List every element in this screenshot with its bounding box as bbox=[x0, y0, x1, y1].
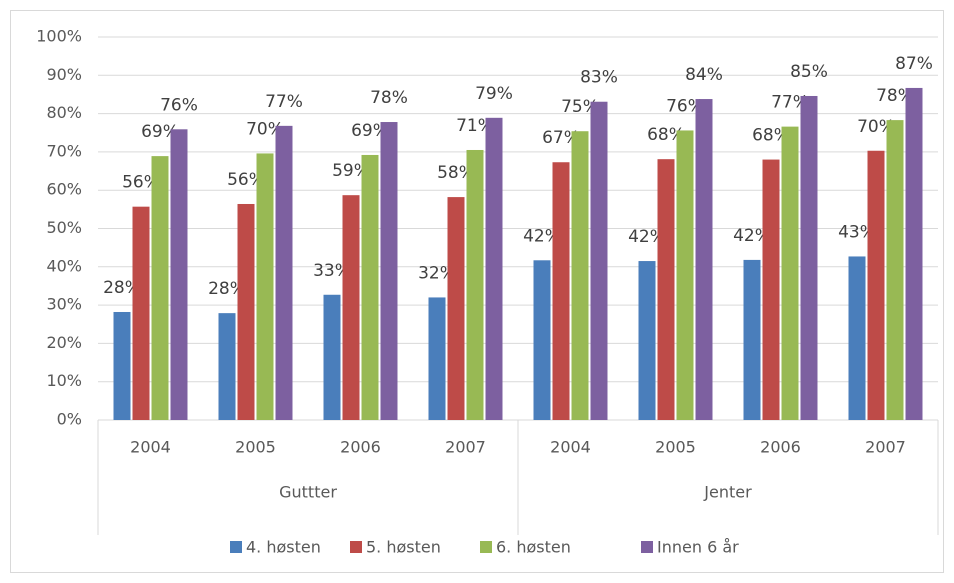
bar bbox=[590, 101, 608, 421]
data-label: 59% bbox=[332, 161, 370, 181]
data-label: 79% bbox=[475, 84, 513, 104]
data-label: 69% bbox=[351, 121, 389, 141]
data-label: 42% bbox=[628, 227, 666, 247]
y-tick-label: 20% bbox=[46, 333, 82, 352]
y-tick-label: 10% bbox=[46, 371, 82, 390]
bar bbox=[848, 256, 866, 420]
bar bbox=[151, 156, 169, 420]
bar bbox=[218, 313, 236, 420]
bar bbox=[552, 162, 570, 420]
y-tick-label: 80% bbox=[46, 103, 82, 122]
bar bbox=[867, 150, 885, 420]
bar bbox=[638, 261, 656, 420]
data-label: 70% bbox=[246, 119, 284, 139]
bar bbox=[695, 99, 713, 421]
y-tick-label: 100% bbox=[36, 27, 82, 46]
y-tick-label: 90% bbox=[46, 65, 82, 84]
data-label: 77% bbox=[265, 92, 303, 112]
data-label: 77% bbox=[771, 93, 809, 113]
data-label: 84% bbox=[685, 65, 723, 85]
group-label: Jenter bbox=[703, 483, 752, 502]
legend-swatch bbox=[480, 541, 492, 553]
legend-label: Innen 6 år bbox=[657, 538, 739, 557]
x-tick-label: 2004 bbox=[130, 438, 171, 457]
bar bbox=[657, 159, 675, 420]
y-tick-label: 70% bbox=[46, 141, 82, 160]
bar bbox=[323, 294, 341, 420]
bar bbox=[571, 131, 589, 420]
data-label: 87% bbox=[895, 54, 933, 74]
data-label: 83% bbox=[580, 68, 618, 88]
data-label: 58% bbox=[437, 163, 475, 183]
x-tick-label: 2007 bbox=[865, 438, 906, 457]
bar bbox=[361, 154, 379, 421]
data-label: 85% bbox=[790, 62, 828, 82]
y-tick-label: 0% bbox=[57, 410, 82, 429]
data-label: 42% bbox=[733, 226, 771, 246]
y-tick-label: 50% bbox=[46, 218, 82, 237]
data-label: 78% bbox=[876, 86, 914, 106]
x-tick-label: 2007 bbox=[445, 438, 486, 457]
bar bbox=[256, 153, 274, 420]
bar bbox=[485, 117, 503, 421]
bar bbox=[676, 130, 694, 420]
bar bbox=[447, 197, 465, 420]
bar bbox=[533, 260, 551, 420]
data-label: 43% bbox=[838, 222, 876, 242]
y-tick-label: 60% bbox=[46, 180, 82, 199]
group-label: Guttter bbox=[279, 483, 337, 502]
bar bbox=[342, 195, 360, 420]
legend-label: 6. høsten bbox=[496, 538, 571, 557]
data-label: 70% bbox=[857, 117, 895, 137]
data-label: 33% bbox=[313, 261, 351, 281]
data-label: 28% bbox=[208, 279, 246, 299]
data-label: 67% bbox=[542, 128, 580, 148]
bar bbox=[800, 95, 818, 421]
x-tick-label: 2005 bbox=[655, 438, 696, 457]
data-label: 32% bbox=[418, 263, 456, 283]
bar bbox=[237, 203, 255, 420]
data-label: 56% bbox=[227, 170, 265, 190]
data-label: 68% bbox=[647, 125, 685, 145]
bar bbox=[380, 122, 398, 420]
data-label: 76% bbox=[666, 96, 704, 116]
bar bbox=[762, 159, 780, 420]
bar bbox=[466, 149, 484, 421]
legend-swatch bbox=[230, 541, 242, 553]
data-label: 28% bbox=[103, 278, 141, 298]
data-label: 71% bbox=[456, 116, 494, 136]
bar bbox=[905, 87, 923, 421]
legend-label: 4. høsten bbox=[246, 538, 321, 557]
data-label: 42% bbox=[523, 226, 561, 246]
data-label: 69% bbox=[141, 122, 179, 142]
y-tick-label: 40% bbox=[46, 256, 82, 275]
bar bbox=[113, 311, 131, 420]
data-label: 75% bbox=[561, 97, 599, 117]
data-label: 56% bbox=[122, 173, 160, 193]
y-tick-label: 30% bbox=[46, 295, 82, 314]
data-label: 78% bbox=[370, 88, 408, 108]
x-tick-label: 2006 bbox=[340, 438, 381, 457]
bar bbox=[781, 126, 799, 420]
legend-swatch bbox=[350, 541, 362, 553]
data-label: 68% bbox=[752, 126, 790, 146]
legend-swatch bbox=[641, 541, 653, 553]
legend-label: 5. høsten bbox=[366, 538, 441, 557]
bar bbox=[132, 206, 150, 420]
data-label: 76% bbox=[160, 95, 198, 115]
x-tick-label: 2004 bbox=[550, 438, 591, 457]
bar bbox=[743, 259, 761, 420]
bar bbox=[428, 297, 446, 420]
bar bbox=[275, 125, 293, 420]
x-tick-label: 2005 bbox=[235, 438, 276, 457]
bar bbox=[170, 129, 188, 421]
x-tick-label: 2006 bbox=[760, 438, 801, 457]
bar bbox=[886, 120, 904, 421]
